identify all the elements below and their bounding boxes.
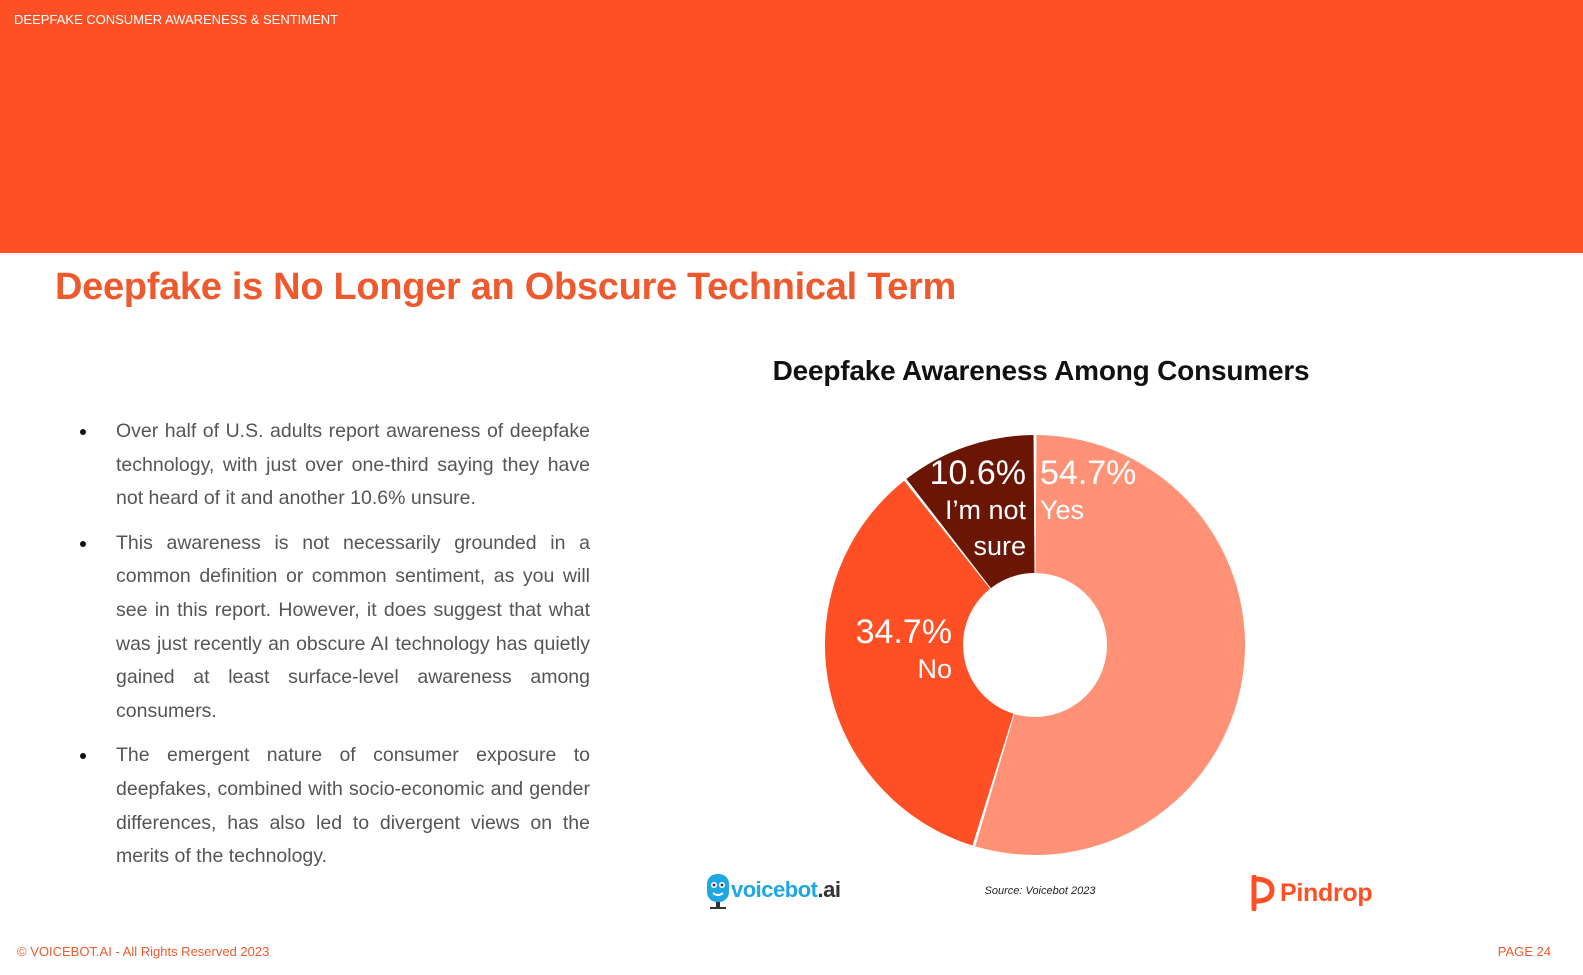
slice-value-label: 10.6% bbox=[930, 454, 1026, 492]
pindrop-wordmark: Pindrop bbox=[1280, 878, 1373, 907]
donut-slice-no bbox=[825, 480, 1014, 846]
voicebot-wordmark: voicebot.ai bbox=[731, 877, 841, 902]
bullet-dot-icon bbox=[80, 540, 86, 547]
chart-title: Deepfake Awareness Among Consumers bbox=[772, 355, 1310, 386]
donut-chart: 54.7%Yes 34.7%No 10.6%I’m not sure bbox=[825, 435, 1245, 855]
bullet-dot-icon bbox=[80, 753, 86, 760]
bullet-item: The emergent nature of consumer exposure… bbox=[80, 739, 590, 873]
page-title: Deepfake is No Longer an Obscure Technic… bbox=[55, 266, 956, 308]
slice-value-label: 34.7% bbox=[856, 613, 952, 651]
bullet-text: Over half of U.S. adults report awarenes… bbox=[116, 420, 590, 510]
donut-slice-yes bbox=[975, 435, 1245, 855]
bullet-text: The emergent nature of consumer exposure… bbox=[116, 744, 590, 868]
page-number: PAGE 24 bbox=[1497, 944, 1551, 959]
voicebot-mascot-icon bbox=[707, 874, 729, 909]
header-banner: DEEPFAKE CONSUMER AWARENESS & SENTIMENT bbox=[0, 0, 1583, 253]
slice-category-label: No bbox=[917, 654, 952, 684]
slice-category-label: I’m not bbox=[945, 495, 1027, 525]
slice-category-label: Yes bbox=[1040, 495, 1084, 525]
bullet-text: This awareness is not necessarily ground… bbox=[116, 531, 590, 722]
bullet-dot-icon bbox=[80, 429, 86, 435]
footer-copyright: © VOICEBOT.AI - All Rights Reserved 2023 bbox=[17, 944, 270, 959]
section-label: DEEPFAKE CONSUMER AWARENESS & SENTIMENT bbox=[14, 12, 339, 27]
bullet-item: Over half of U.S. adults report awarenes… bbox=[80, 415, 590, 516]
bullet-item: This awareness is not necessarily ground… bbox=[80, 527, 590, 729]
slice-category-label: sure bbox=[973, 531, 1026, 561]
bullet-list: Over half of U.S. adults report awarenes… bbox=[80, 415, 590, 885]
chart-source: Source: Voicebot 2023 bbox=[984, 885, 1096, 897]
pindrop-logo: Pindrop bbox=[1248, 874, 1373, 912]
pindrop-mark-icon bbox=[1251, 875, 1275, 911]
slice-value-label: 54.7% bbox=[1040, 454, 1136, 492]
voicebot-logo: voicebot.ai bbox=[705, 870, 841, 910]
donut-slice-i-m-not-sure bbox=[906, 435, 1035, 589]
